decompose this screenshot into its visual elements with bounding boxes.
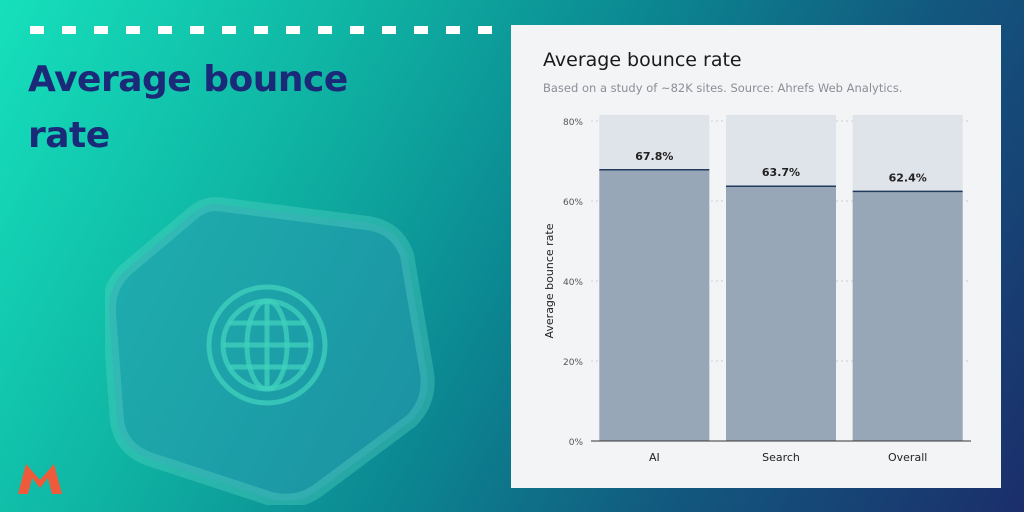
chart-title: Average bounce rate [543,49,742,71]
x-tick-label: Search [762,451,800,464]
data-label: 67.8% [635,150,673,163]
bar [852,191,963,441]
globe-icon [206,284,328,406]
y-tick-label: 40% [563,278,583,288]
data-label: 63.7% [762,166,800,179]
brand-logo-icon [18,464,62,494]
chart-subtitle: Based on a study of ~82K sites. Source: … [543,81,903,95]
bar-chart: 0% 20% 40% 60% 80% 67.8% AI 63.7% Search 62.4% Ove… [543,115,971,464]
x-tick-label: Overall [888,451,927,464]
chart-card: Average bounce rate Based on a study of … [511,25,1001,488]
hexagon-badge [101,195,435,508]
y-tick-label: 60% [563,198,583,208]
decorative-dashes [30,26,492,34]
y-tick-label: 80% [563,118,583,128]
y-tick-label: 0% [569,438,584,448]
y-axis-label: Average bounce rate [543,223,556,338]
x-tick-label: AI [649,451,660,464]
data-label: 62.4% [889,171,927,184]
hero-title: Average bounce rate [28,59,348,156]
bar [599,169,710,442]
bar [726,186,836,441]
y-tick-label: 20% [563,358,583,368]
